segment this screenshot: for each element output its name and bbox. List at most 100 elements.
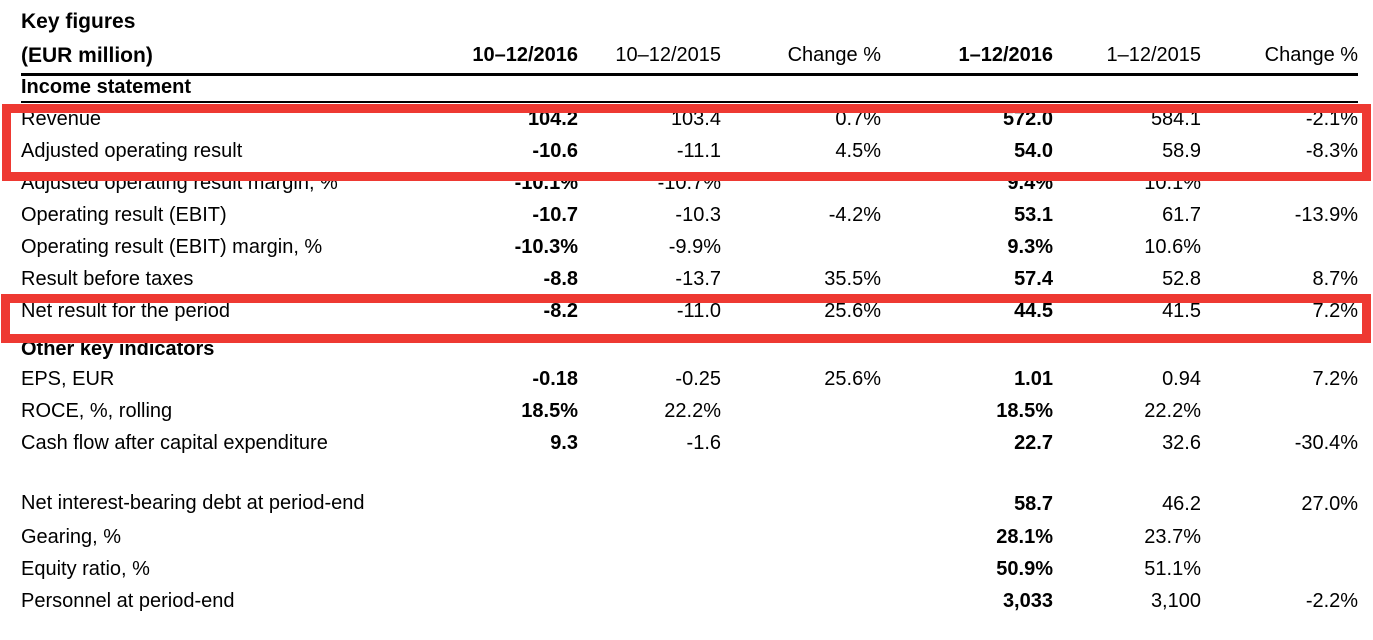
- table-row: EPS, EUR -0.18 -0.25 25.6% 1.01 0.94 7.2…: [21, 363, 1358, 395]
- row-label: Operating result (EBIT) margin, %: [21, 235, 323, 258]
- row-label: Gearing, %: [21, 525, 122, 548]
- cell-value: 22.2%: [1144, 399, 1201, 422]
- cell-value: -4.2%: [828, 203, 881, 226]
- cell-value: 32.6: [1162, 431, 1201, 454]
- row-label: ROCE, %, rolling: [21, 399, 173, 422]
- cell-value: 8.7%: [1312, 268, 1359, 290]
- cell-value: -1.6: [686, 431, 721, 454]
- row-label: Revenue: [21, 107, 102, 130]
- cell-value: [1201, 395, 1358, 427]
- cell-value: [721, 459, 881, 521]
- cell-value: -11.0: [676, 299, 721, 322]
- cell-value: 18.5%: [996, 399, 1053, 422]
- table-row: Operating result (EBIT) -10.7 -10.3 -4.2…: [21, 199, 1358, 231]
- cell-value: 0.7%: [835, 107, 881, 130]
- cell-value: 58.9: [1162, 139, 1201, 162]
- cell-value: [441, 521, 578, 553]
- row-label: Adjusted operating result: [21, 139, 243, 162]
- column-header-row: (EUR million) 10–12/2016 10–12/2015 Chan…: [21, 38, 1359, 76]
- cell-value: -30.4%: [1294, 431, 1359, 454]
- section-label: Income statement: [21, 76, 192, 98]
- cell-value: 7.2%: [1312, 367, 1359, 390]
- cell-value: 3,033: [1002, 589, 1053, 612]
- key-figures-table: Key figures (EUR million) 10–12/2016 10–…: [21, 6, 1359, 617]
- table-row: ROCE, %, rolling 18.5% 22.2% 18.5% 22.2%: [21, 395, 1358, 427]
- cell-value: [721, 231, 881, 263]
- cell-value: 9.3%: [1007, 235, 1053, 258]
- cell-value: -0.18: [532, 367, 578, 390]
- cell-value: [721, 553, 881, 585]
- cell-value: -8.8: [543, 268, 578, 290]
- section-row: Income statement: [21, 76, 1359, 103]
- cell-value: 4.5%: [835, 139, 881, 162]
- cell-value: -10.6: [532, 139, 578, 162]
- cell-value: -9.9%: [668, 235, 721, 258]
- cell-value: -8.3%: [1305, 139, 1359, 162]
- table-row: Personnel at period-end 3,033 3,100 -2.2…: [21, 585, 1358, 617]
- cell-value: 57.4: [1014, 268, 1053, 290]
- table-body: Income statement Revenue 104.2 103.4 0.7…: [21, 76, 1359, 617]
- row-label: Cash flow after capital expenditure: [21, 431, 328, 454]
- cell-value: 572.0: [1002, 107, 1053, 130]
- cell-value: 61.7: [1162, 203, 1201, 226]
- cell-value: [578, 459, 721, 521]
- cell-value: -0.25: [675, 367, 721, 390]
- cell-value: 27.0%: [1301, 493, 1359, 515]
- cell-value: 46.2: [1162, 493, 1201, 515]
- cell-value: 1.01: [1014, 367, 1053, 390]
- row-label: Operating result (EBIT): [21, 203, 227, 226]
- cell-value: 53.1: [1014, 203, 1053, 226]
- row-label: Result before taxes: [21, 268, 194, 290]
- cell-value: [441, 459, 578, 521]
- column-header-q-change: Change %: [721, 38, 881, 76]
- cell-value: 22.2%: [664, 399, 721, 422]
- table-row: Gearing, % 28.1% 23.7%: [21, 521, 1358, 553]
- cell-value: 52.8: [1162, 268, 1201, 290]
- cell-value: 18.5%: [521, 399, 578, 422]
- cell-value: 35.5%: [824, 268, 881, 290]
- cell-value: -10.3: [675, 203, 721, 226]
- table-row: Adjusted operating result -10.6 -11.1 4.…: [21, 135, 1358, 167]
- table-row: Adjusted operating result margin, % -10.…: [21, 167, 1358, 199]
- cell-value: [721, 521, 881, 553]
- cell-value: [1201, 553, 1358, 585]
- cell-value: -2.1%: [1305, 107, 1359, 130]
- cell-value: 41.5: [1162, 299, 1201, 322]
- table-header: Key figures (EUR million) 10–12/2016 10–…: [21, 6, 1359, 76]
- row-label: Adjusted operating result margin, %: [21, 171, 338, 194]
- column-header-q-2015: 10–12/2015: [578, 38, 721, 76]
- cell-value: 3,100: [1150, 589, 1201, 612]
- row-label: Net result for the period: [21, 299, 230, 322]
- cell-value: [441, 585, 578, 617]
- cell-value: 54.0: [1014, 139, 1053, 162]
- row-label: Equity ratio, %: [21, 557, 150, 580]
- table-row: Net result for the period -8.2 -11.0 25.…: [21, 295, 1358, 327]
- cell-value: -13.7: [675, 268, 721, 290]
- cell-value: 44.5: [1014, 299, 1053, 322]
- cell-value: [1201, 167, 1358, 199]
- cell-value: 51.1%: [1144, 557, 1201, 580]
- row-label: EPS, EUR: [21, 367, 115, 390]
- cell-value: [721, 585, 881, 617]
- cell-value: 9.4%: [1007, 171, 1053, 194]
- cell-value: [721, 427, 881, 459]
- cell-value: -8.2: [543, 299, 578, 322]
- cell-value: 0.94: [1162, 367, 1201, 390]
- cell-value: 103.4: [670, 107, 721, 130]
- column-header-fy-2015: 1–12/2015: [1053, 38, 1201, 76]
- cell-value: 28.1%: [996, 525, 1053, 548]
- cell-value: -10.7%: [657, 171, 721, 194]
- cell-value: [578, 521, 721, 553]
- table-row: Result before taxes -8.8 -13.7 35.5% 57.…: [21, 263, 1358, 295]
- section-label: Other key indicators: [21, 338, 215, 360]
- cell-value: -10.1%: [514, 171, 578, 194]
- cell-value: 584.1: [1150, 107, 1201, 130]
- cell-value: 7.2%: [1312, 299, 1359, 322]
- cell-value: 9.3: [550, 431, 578, 454]
- cell-value: [578, 553, 721, 585]
- cell-value: [578, 585, 721, 617]
- cell-value: [1201, 521, 1358, 553]
- table-row: Operating result (EBIT) margin, % -10.3%…: [21, 231, 1358, 263]
- cell-value: [721, 167, 881, 199]
- cell-value: 58.7: [1014, 493, 1053, 515]
